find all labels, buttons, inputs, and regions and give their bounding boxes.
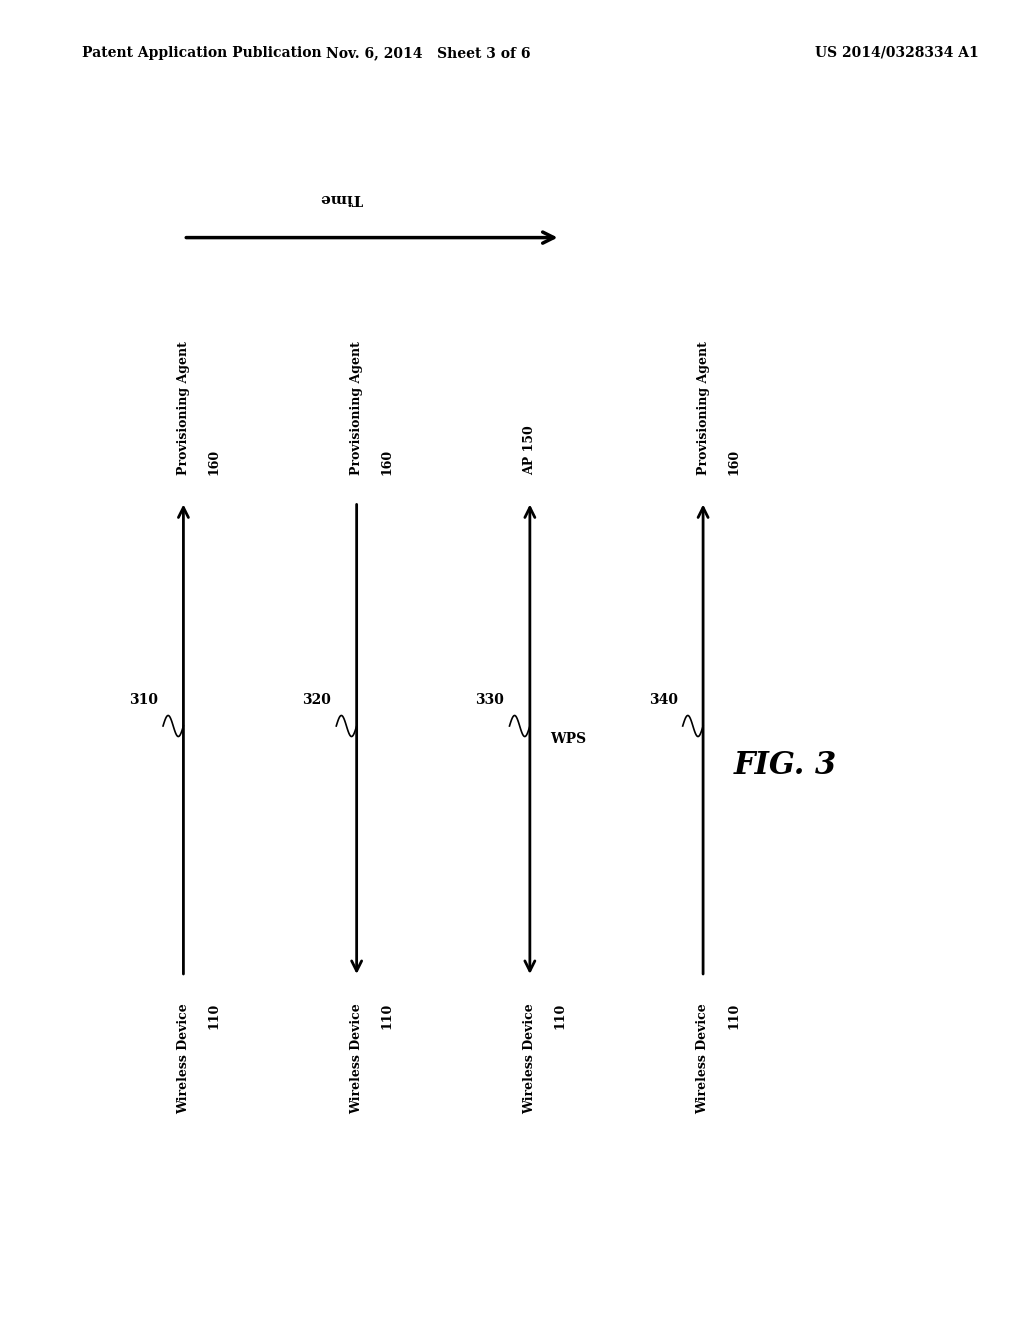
- Text: 110: 110: [381, 1003, 393, 1030]
- Text: 310: 310: [129, 693, 158, 706]
- Text: 110: 110: [208, 1003, 220, 1030]
- Text: Wireless Device: Wireless Device: [350, 1003, 364, 1114]
- Text: Provisioning Agent: Provisioning Agent: [177, 342, 189, 475]
- Text: 160: 160: [381, 449, 393, 475]
- Text: 160: 160: [727, 449, 740, 475]
- Text: Provisioning Agent: Provisioning Agent: [350, 342, 364, 475]
- Text: 160: 160: [208, 449, 220, 475]
- Text: Provisioning Agent: Provisioning Agent: [696, 342, 710, 475]
- Text: 330: 330: [475, 693, 505, 706]
- Text: Patent Application Publication: Patent Application Publication: [82, 46, 322, 59]
- Text: Wireless Device: Wireless Device: [177, 1003, 189, 1114]
- Text: WPS: WPS: [550, 733, 587, 746]
- Text: 110: 110: [554, 1003, 567, 1030]
- Text: Time: Time: [319, 190, 362, 205]
- Text: 340: 340: [648, 693, 678, 706]
- Text: US 2014/0328334 A1: US 2014/0328334 A1: [815, 46, 979, 59]
- Text: 110: 110: [727, 1003, 740, 1030]
- Text: AP 150: AP 150: [523, 425, 537, 475]
- Text: 320: 320: [302, 693, 331, 706]
- Text: Wireless Device: Wireless Device: [523, 1003, 537, 1114]
- Text: Wireless Device: Wireless Device: [696, 1003, 710, 1114]
- Text: FIG. 3: FIG. 3: [733, 750, 837, 781]
- Text: Nov. 6, 2014   Sheet 3 of 6: Nov. 6, 2014 Sheet 3 of 6: [326, 46, 530, 59]
